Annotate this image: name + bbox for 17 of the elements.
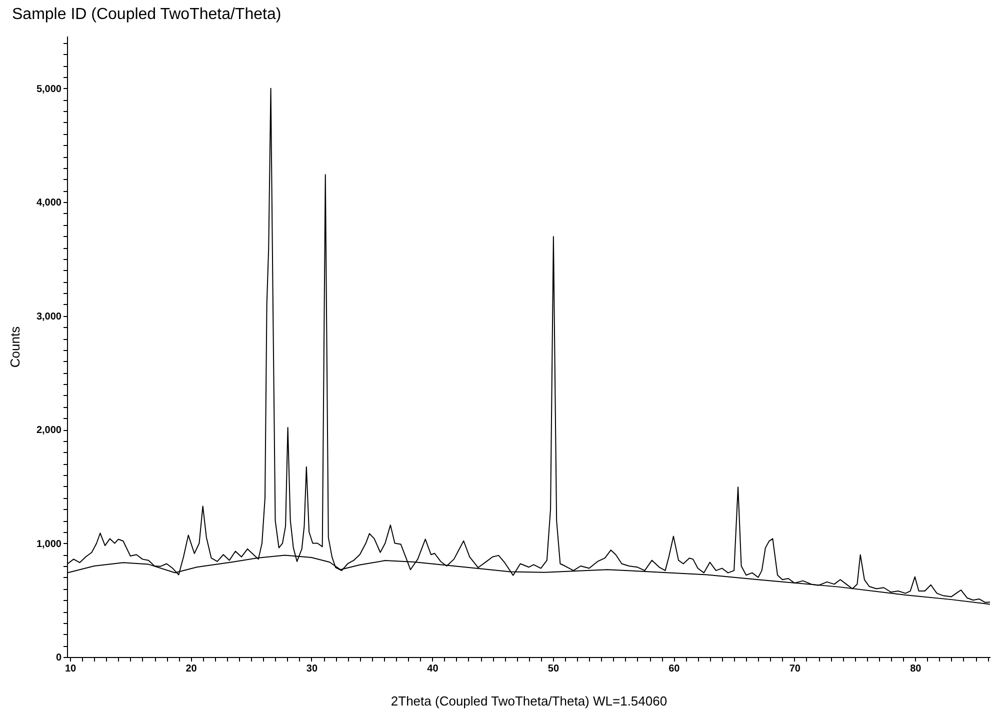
x-tick-label: 20 [186,664,198,674]
y-tick-label: 4,000 [36,198,62,209]
x-tick-label: 40 [427,664,439,674]
x-tick-label: 10 [64,664,77,674]
y-tick-label: 2,000 [36,425,62,436]
y-tick-label: 3,000 [36,311,62,322]
y-axis-title: Counts [7,326,22,368]
y-tick-label: 0 [56,652,62,664]
x-axis-title: 2Theta (Coupled TwoTheta/Theta) WL=1.54060 [390,694,668,708]
chart-title: Sample ID (Coupled TwoTheta/Theta) [12,6,282,23]
y-tick-label: 5,000 [36,84,62,95]
x-tick-label: 50 [548,664,560,674]
x-tick-label: 30 [306,664,318,674]
x-tick-label: 70 [789,664,801,674]
x-tick-label: 60 [668,664,680,674]
y-tick-label: 1,000 [36,538,62,550]
x-tick-label: 80 [910,664,922,674]
